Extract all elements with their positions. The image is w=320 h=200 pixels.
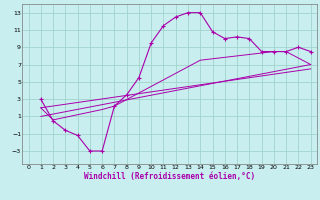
X-axis label: Windchill (Refroidissement éolien,°C): Windchill (Refroidissement éolien,°C) — [84, 172, 255, 181]
